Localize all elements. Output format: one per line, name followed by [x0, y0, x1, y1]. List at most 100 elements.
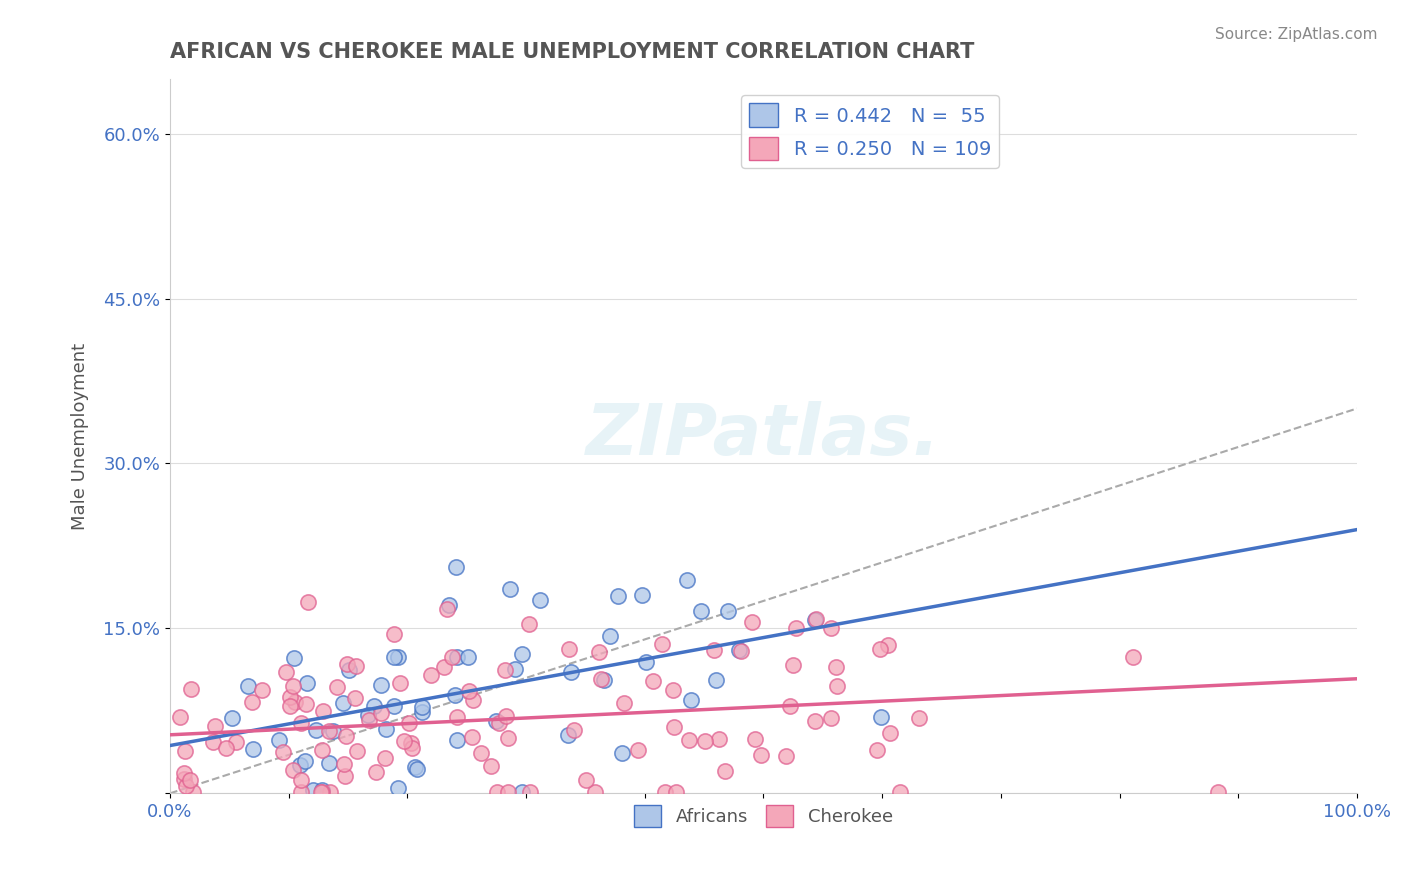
Point: [485, 714, 508, 728]
Point: [382, 699, 405, 714]
Point: [704, 673, 727, 687]
Point: [183, 785, 205, 799]
Point: [820, 711, 842, 725]
Point: [242, 742, 264, 756]
Point: [384, 627, 406, 641]
Point: [411, 705, 433, 719]
Point: [399, 736, 422, 750]
Point: [741, 615, 763, 629]
Point: [336, 657, 359, 671]
Point: [436, 601, 458, 615]
Point: [804, 612, 827, 626]
Point: [876, 638, 898, 652]
Point: [294, 755, 316, 769]
Point: [744, 731, 766, 746]
Point: [439, 599, 461, 613]
Point: [496, 785, 519, 799]
Point: [560, 665, 582, 679]
Point: [318, 724, 340, 739]
Point: [179, 773, 201, 788]
Point: [1206, 785, 1229, 799]
Point: [311, 783, 333, 797]
Point: [281, 764, 304, 778]
Point: [779, 698, 801, 713]
Point: [278, 698, 301, 713]
Point: [444, 688, 467, 702]
Point: [496, 731, 519, 746]
Point: [495, 709, 517, 723]
Point: [651, 637, 673, 651]
Point: [804, 714, 827, 728]
Point: [284, 695, 307, 709]
Point: [446, 649, 468, 664]
Point: [678, 733, 700, 747]
Point: [519, 785, 541, 799]
Point: [326, 681, 349, 695]
Point: [281, 679, 304, 693]
Point: [714, 764, 737, 778]
Point: [215, 741, 238, 756]
Point: [305, 723, 328, 737]
Point: [654, 785, 676, 799]
Y-axis label: Male Unemployment: Male Unemployment: [72, 343, 89, 530]
Point: [463, 693, 485, 707]
Point: [311, 785, 333, 799]
Point: [662, 682, 685, 697]
Point: [503, 662, 526, 676]
Point: [676, 573, 699, 587]
Point: [562, 723, 585, 737]
Point: [703, 642, 725, 657]
Point: [309, 785, 332, 799]
Point: [337, 663, 360, 677]
Point: [627, 742, 650, 756]
Point: [575, 773, 598, 788]
Point: [364, 765, 387, 780]
Point: [332, 757, 354, 772]
Point: [461, 731, 484, 745]
Point: [607, 589, 630, 603]
Point: [824, 659, 846, 673]
Point: [344, 690, 367, 705]
Text: AFRICAN VS CHEROKEE MALE UNEMPLOYMENT CORRELATION CHART: AFRICAN VS CHEROKEE MALE UNEMPLOYMENT CO…: [170, 42, 974, 62]
Point: [370, 678, 392, 692]
Point: [775, 748, 797, 763]
Point: [488, 716, 510, 731]
Point: [370, 706, 392, 721]
Point: [803, 613, 825, 627]
Point: [387, 649, 409, 664]
Point: [457, 650, 479, 665]
Legend: Africans, Cherokee: Africans, Cherokee: [627, 797, 900, 834]
Point: [297, 594, 319, 608]
Point: [643, 674, 665, 689]
Point: [335, 730, 357, 744]
Point: [613, 696, 636, 710]
Point: [446, 732, 468, 747]
Point: [280, 690, 302, 704]
Point: [318, 756, 340, 770]
Point: [250, 682, 273, 697]
Point: [382, 649, 405, 664]
Point: [169, 710, 191, 724]
Point: [404, 760, 426, 774]
Point: [869, 642, 891, 657]
Point: [889, 785, 911, 799]
Point: [180, 681, 202, 696]
Point: [749, 747, 772, 762]
Point: [908, 711, 931, 725]
Point: [519, 617, 541, 632]
Point: [610, 746, 633, 760]
Point: [405, 762, 427, 776]
Point: [387, 780, 409, 795]
Point: [202, 735, 225, 749]
Text: Source: ZipAtlas.com: Source: ZipAtlas.com: [1215, 27, 1378, 42]
Point: [529, 593, 551, 607]
Point: [433, 660, 456, 674]
Point: [302, 783, 325, 797]
Point: [470, 746, 492, 760]
Point: [236, 679, 259, 693]
Point: [401, 740, 423, 755]
Point: [374, 750, 396, 764]
Point: [311, 743, 333, 757]
Point: [290, 785, 312, 799]
Point: [634, 656, 657, 670]
